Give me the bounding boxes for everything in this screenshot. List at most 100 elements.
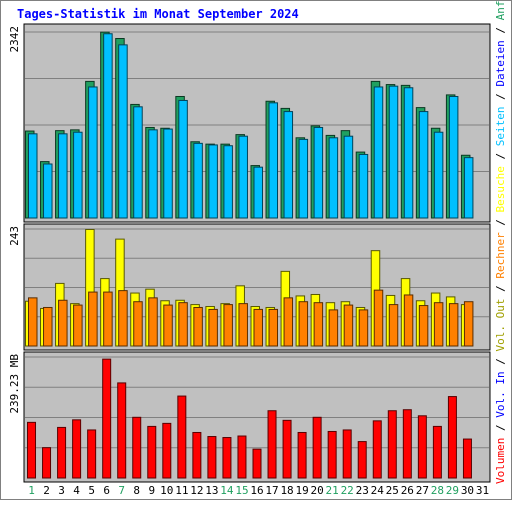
bar-dateien-day-21 bbox=[328, 137, 339, 219]
x-tick-label-day-2: 2 bbox=[43, 484, 50, 497]
legend-entry: Seiten bbox=[494, 106, 507, 146]
x-tick-label-day-21: 21 bbox=[326, 484, 339, 497]
bar-dateien-day-20 bbox=[313, 126, 324, 219]
bar-dateien-day-19 bbox=[298, 138, 309, 219]
legend-entry: / bbox=[494, 352, 507, 372]
bar-volumen-day-12 bbox=[192, 431, 202, 479]
x-tick-label-day-29: 29 bbox=[446, 484, 459, 497]
x-tick-label-day-9: 9 bbox=[148, 484, 155, 497]
x-tick-label-day-31: 31 bbox=[476, 484, 489, 497]
x-tick-label-day-12: 12 bbox=[190, 484, 203, 497]
bar-volumen-day-1 bbox=[27, 421, 37, 479]
bar-rechner-day-26 bbox=[403, 294, 414, 347]
bar-dateien-day-5 bbox=[88, 86, 98, 219]
x-tick-label-day-1: 1 bbox=[28, 484, 35, 497]
x-tick-label-day-18: 18 bbox=[280, 484, 293, 497]
x-tick-label-day-7: 7 bbox=[118, 484, 125, 497]
legend-entry: Anfragen bbox=[494, 0, 507, 20]
bar-rechner-day-19 bbox=[298, 301, 309, 347]
bar-rechner-day-3 bbox=[58, 299, 68, 347]
bar-rechner-day-29 bbox=[448, 303, 459, 347]
bar-dateien-day-8 bbox=[133, 106, 143, 219]
bar-dateien-day-6 bbox=[103, 33, 113, 219]
bar-rechner-day-21 bbox=[328, 309, 339, 347]
bar-dateien-day-1 bbox=[28, 133, 38, 219]
x-tick-label-day-17: 17 bbox=[265, 484, 278, 497]
bar-dateien-day-14 bbox=[223, 145, 233, 219]
bar-rechner-day-12 bbox=[193, 306, 203, 347]
legend: Volumen / Vol. In / Vol. Out / Rechner /… bbox=[494, 0, 507, 484]
bar-rechner-day-25 bbox=[388, 304, 399, 347]
bar-volumen-day-4 bbox=[72, 419, 82, 479]
legend-entry: Besuche bbox=[494, 166, 507, 212]
bar-rechner-day-16 bbox=[253, 308, 263, 347]
bar-rechner-day-6 bbox=[103, 291, 113, 347]
bar-rechner-day-10 bbox=[163, 304, 173, 347]
bar-volumen-day-16 bbox=[252, 448, 262, 479]
bar-dateien-day-25 bbox=[388, 85, 399, 219]
legend-entry: Dateien bbox=[494, 40, 507, 86]
bar-volumen-day-29 bbox=[447, 396, 457, 479]
bar-volumen-day-23 bbox=[357, 441, 367, 479]
bar-volumen-day-30 bbox=[462, 438, 472, 479]
bar-dateien-day-10 bbox=[163, 128, 173, 219]
panel-max-label-visits: 243 bbox=[8, 226, 21, 246]
bar-rechner-day-18 bbox=[283, 297, 294, 347]
legend-entry: Vol. Out bbox=[494, 299, 507, 352]
bar-dateien-day-9 bbox=[148, 129, 158, 219]
x-tick-label-day-22: 22 bbox=[341, 484, 354, 497]
x-tick-label-day-19: 19 bbox=[295, 484, 308, 497]
x-tick-label-day-16: 16 bbox=[250, 484, 263, 497]
legend-entry: / bbox=[494, 212, 507, 232]
x-tick-label-day-8: 8 bbox=[133, 484, 140, 497]
x-tick-label-day-24: 24 bbox=[371, 484, 385, 497]
bar-dateien-day-17 bbox=[268, 102, 279, 219]
panel-max-label-requests: 2342 bbox=[8, 26, 21, 53]
bar-rechner-day-2 bbox=[43, 306, 53, 347]
bar-dateien-day-7 bbox=[118, 44, 128, 219]
bar-volumen-day-17 bbox=[267, 410, 277, 479]
bar-rechner-day-1 bbox=[28, 297, 38, 347]
x-tick-label-day-14: 14 bbox=[220, 484, 234, 497]
x-tick-label-day-23: 23 bbox=[356, 484, 369, 497]
x-tick-label-day-28: 28 bbox=[431, 484, 444, 497]
bar-volumen-day-2 bbox=[42, 447, 52, 479]
bar-rechner-day-13 bbox=[208, 308, 218, 347]
bar-dateien-day-29 bbox=[448, 95, 459, 219]
bar-volumen-day-24 bbox=[372, 420, 382, 479]
x-tick-label-day-10: 10 bbox=[160, 484, 173, 497]
bar-volumen-day-11 bbox=[177, 395, 187, 479]
bar-volumen-day-14 bbox=[222, 437, 232, 479]
x-tick-label-day-11: 11 bbox=[175, 484, 188, 497]
bar-volumen-day-3 bbox=[57, 426, 67, 479]
bar-dateien-day-27 bbox=[418, 111, 429, 219]
panel-max-label-volume: 239.23 MB bbox=[8, 354, 21, 414]
legend-entry: / bbox=[494, 418, 507, 438]
bar-volumen-day-26 bbox=[402, 409, 412, 479]
bar-volumen-day-20 bbox=[312, 416, 322, 479]
bar-dateien-day-22 bbox=[343, 135, 354, 219]
x-tick-label-day-6: 6 bbox=[103, 484, 110, 497]
legend-entry: Vol. In bbox=[494, 371, 507, 417]
bar-dateien-day-11 bbox=[178, 99, 188, 219]
bar-volumen-day-21 bbox=[327, 430, 337, 479]
bar-dateien-day-4 bbox=[73, 131, 83, 219]
x-tick-label-day-4: 4 bbox=[73, 484, 80, 497]
bar-rechner-day-5 bbox=[88, 291, 98, 347]
bar-rechner-day-4 bbox=[73, 304, 83, 347]
legend-entry: Volumen bbox=[494, 438, 507, 484]
bar-volumen-day-18 bbox=[282, 419, 292, 479]
bar-rechner-day-27 bbox=[418, 305, 429, 347]
bar-rechner-day-11 bbox=[178, 302, 188, 347]
legend-entry: Rechner bbox=[494, 232, 507, 279]
bar-volumen-day-9 bbox=[147, 425, 157, 479]
bar-dateien-day-28 bbox=[433, 131, 444, 219]
bar-volumen-day-13 bbox=[207, 436, 217, 479]
bar-rechner-day-17 bbox=[268, 308, 279, 347]
bar-dateien-day-23 bbox=[358, 153, 369, 219]
bar-rechner-day-9 bbox=[148, 297, 158, 347]
chart-title: Tages-Statistik im Monat September 2024 bbox=[17, 7, 299, 21]
bar-volumen-day-28 bbox=[432, 425, 442, 479]
bar-volumen-day-7 bbox=[117, 382, 127, 479]
